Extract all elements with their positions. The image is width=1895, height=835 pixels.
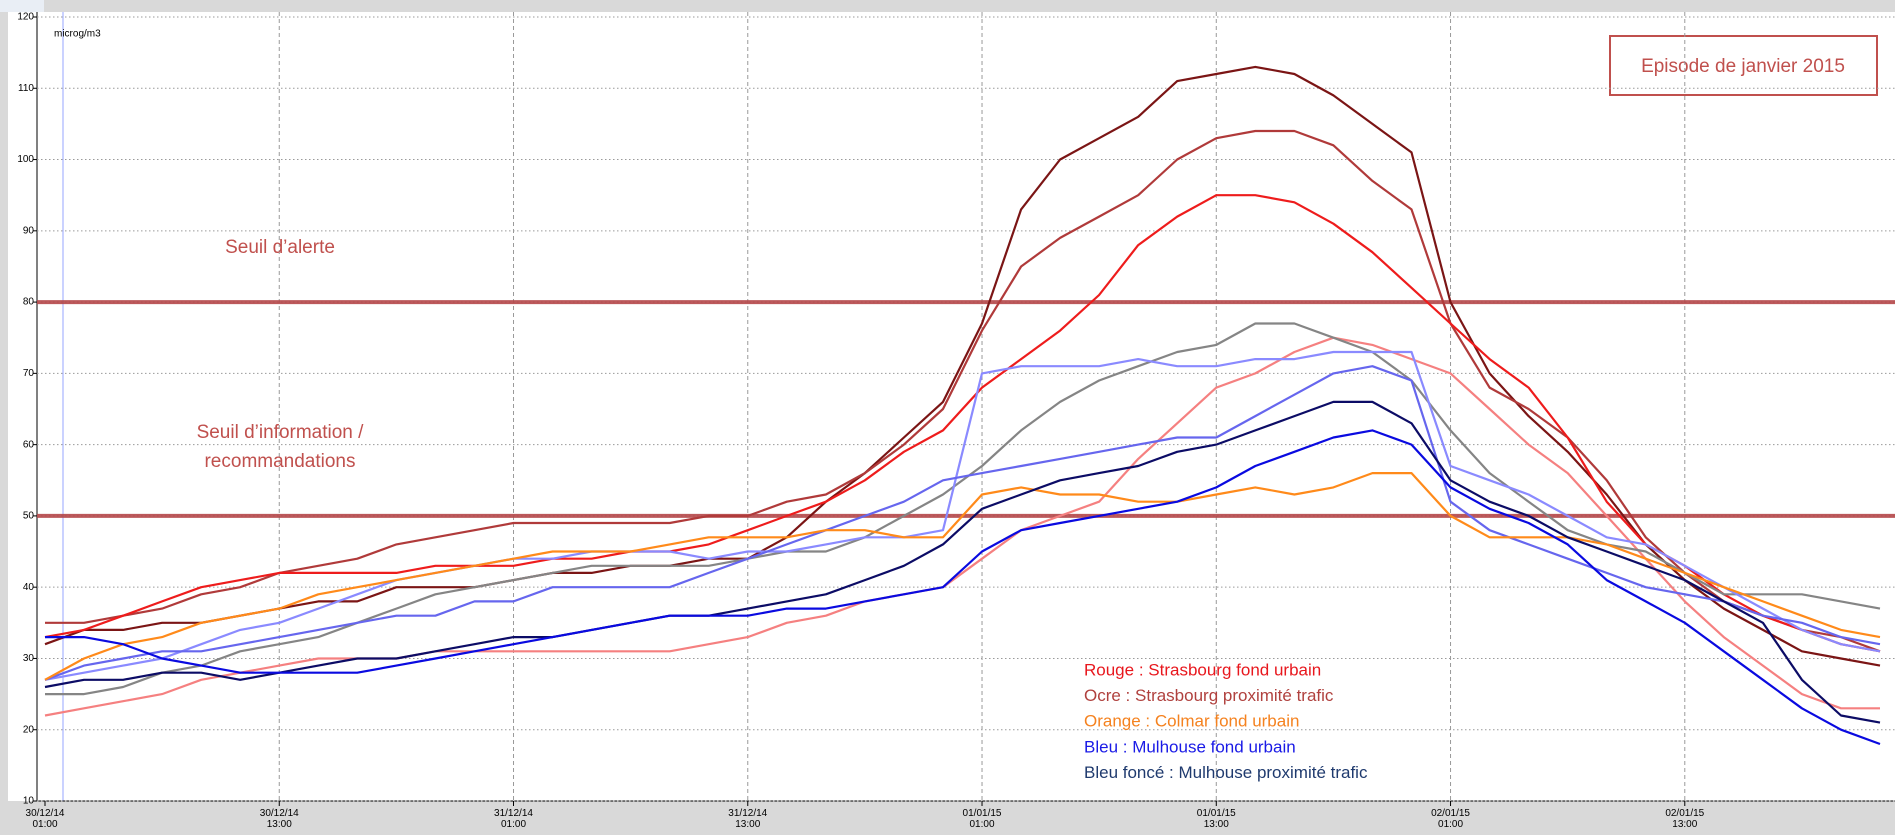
series-line [44,336,1880,717]
legend-note: Ocre : Strasbourg proximité trafic [1084,686,1334,705]
x-tick-label-line: 02/01/15 [1665,808,1704,819]
x-tick-label: 01/01/15 13:00 [1197,808,1236,830]
y-tick-label: 110 [18,83,34,94]
x-tick-label-line: 01/01/15 [1197,808,1236,819]
y-tick-label: 30 [23,653,35,664]
legend-note: Bleu foncé : Mulhouse proximité trafic [1084,763,1368,782]
threshold-label: Seuil d’information / [197,422,365,443]
chart-title: Episode de janvier 2015 [1641,56,1845,77]
y-tick-label: 50 [23,511,35,522]
y-tick-label: 40 [23,582,35,593]
y-tick-label: 100 [17,154,34,165]
series-line [44,65,1881,667]
unit-label: microg/m3 [54,29,101,40]
series-line [45,429,1881,746]
x-tick-label-line: 31/12/14 [728,808,767,819]
y-tick-label: 80 [23,297,35,308]
x-tick-label-line: 01:00 [1438,819,1463,830]
series-line [45,322,1881,696]
x-tick-label: 31/12/14 01:00 [494,808,533,830]
x-tick-label-line: 01/01/15 [963,808,1002,819]
x-tick-label-line: 13:00 [1204,819,1229,830]
x-tick-label-line: 30/12/14 [260,808,299,819]
x-tick-label-line: 13:00 [1672,819,1697,830]
x-tick-label: 31/12/14 13:00 [728,808,767,830]
title-box [1609,35,1878,96]
x-tick-label-line: 31/12/14 [494,808,533,819]
series-line [44,194,1881,653]
x-tick-label: 30/12/14 01:00 [26,808,65,830]
legend-note: Bleu : Mulhouse fond urbain [1084,737,1296,756]
y-tick-label: 90 [23,225,35,236]
x-tick-label-line: 01:00 [970,819,995,830]
legend-note: Rouge : Strasbourg fond urbain [1084,660,1321,679]
y-tick-label: 10 [23,796,35,807]
series-line [44,400,1881,724]
corner [0,0,44,12]
x-tick-label-line: 02/01/15 [1431,808,1470,819]
threshold-label: recommandations [204,451,355,472]
series-line [44,472,1881,681]
legend-note: Orange : Colmar fond urbain [1084,712,1299,731]
x-tick-label: 01/01/15 01:00 [963,808,1002,830]
x-tick-label-line: 13:00 [267,819,292,830]
x-tick-label: 02/01/15 01:00 [1431,808,1470,830]
x-tick-label-line: 01:00 [501,819,526,830]
y-tick-label: 60 [23,439,35,450]
x-tick-label-line: 13:00 [735,819,760,830]
x-tick-label: 30/12/14 13:00 [260,808,299,830]
y-tick-label: 20 [23,724,35,735]
plot-area [8,12,1895,801]
y-tick-label: 70 [23,368,35,379]
x-tick-label: 02/01/15 13:00 [1665,808,1704,830]
y-tick-label: 120 [17,12,34,23]
x-tick-label-line: 30/12/14 [26,808,65,819]
x-tick-label-line: 01:00 [32,819,57,830]
series-line [44,365,1881,681]
series-line [44,350,1881,681]
series-line [45,129,1881,653]
threshold-label: Seuil d’alerte [225,237,335,258]
